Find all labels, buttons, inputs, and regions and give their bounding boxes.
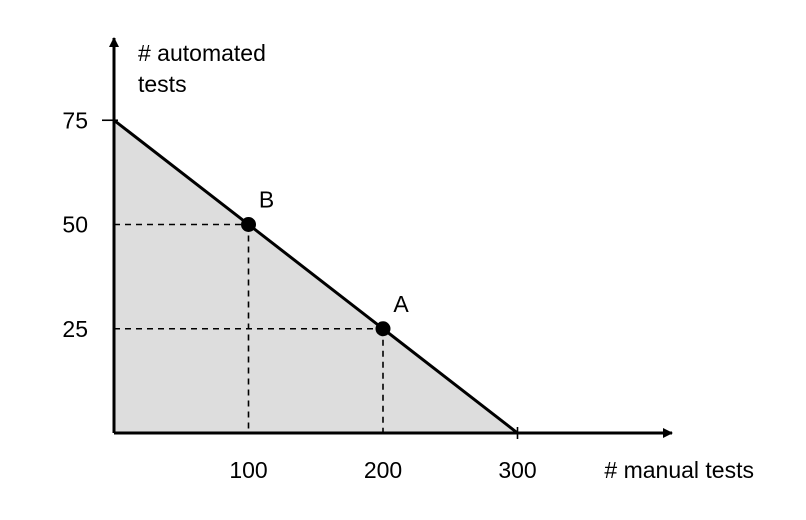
x-tick-label: 200 [364, 457, 402, 483]
y-axis-title: # automated [138, 40, 266, 66]
y-tick-label: 50 [62, 212, 88, 238]
point-a [375, 321, 391, 337]
x-tick-label: 100 [229, 457, 267, 483]
frontier-line [113, 119, 519, 435]
x-axis-title: # manual tests [604, 457, 754, 483]
x-tick-label: 300 [498, 457, 536, 483]
y-tick-label: 25 [62, 316, 88, 342]
point-label-b: B [259, 187, 274, 213]
y-axis-title: tests [138, 71, 187, 97]
point-b [241, 217, 256, 232]
y-tick-label: 75 [62, 107, 88, 133]
point-label-a: A [393, 291, 409, 317]
